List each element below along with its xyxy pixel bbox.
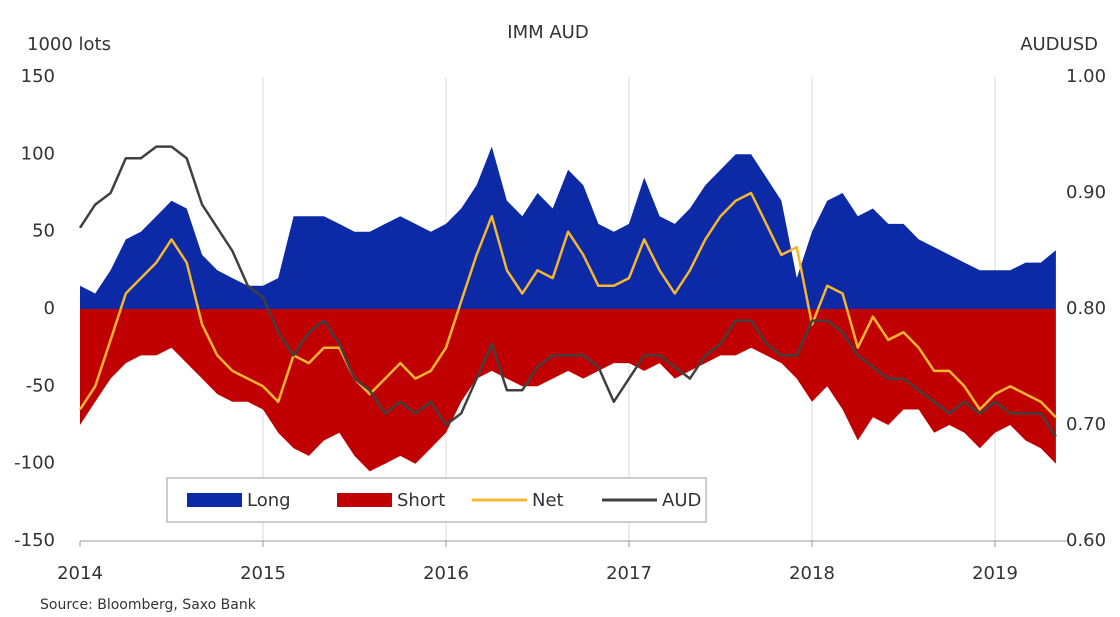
y2-tick-label: 0.80 [1066, 298, 1106, 319]
series-layer [78, 145, 1057, 472]
y2-tick-label: 0.70 [1066, 414, 1106, 435]
y-tick-label: 50 [32, 221, 55, 242]
legend-label: Net [532, 490, 564, 511]
legend-label: Short [397, 490, 445, 511]
y-tick-label: -50 [26, 375, 55, 396]
line [78, 191, 1057, 419]
area [80, 146, 1056, 309]
y-tick-label: 100 [21, 143, 55, 164]
source: Source: Bloomberg, Saxo Bank [40, 597, 257, 613]
y2-axis-label: AUDUSD [1020, 34, 1098, 55]
legend-swatch [337, 493, 392, 507]
y-tick-label: -100 [14, 453, 55, 474]
x-tick-label: 2016 [423, 563, 469, 584]
x-tick-label: 2018 [789, 563, 835, 584]
x-tick-label: 2017 [606, 563, 652, 584]
line [78, 145, 1057, 438]
y2-tick-label: 1.00 [1066, 66, 1106, 87]
y2-tick-label: 0.60 [1066, 530, 1106, 551]
y-tick-label: 0 [44, 298, 55, 319]
y-tick-label: -150 [14, 530, 55, 551]
x-tick-label: 2015 [240, 563, 286, 584]
chart-title: IMM AUD [507, 22, 588, 43]
legend-label: AUD [662, 490, 701, 511]
y-axis-label: 1000 lots [27, 34, 111, 55]
y2-tick-label: 0.90 [1066, 182, 1106, 203]
legend-label: Long [247, 490, 291, 511]
legend-swatch [187, 493, 242, 507]
area [80, 309, 1056, 472]
x-tick-label: 2019 [972, 563, 1018, 584]
y-tick-label: 150 [21, 66, 55, 87]
x-tick-label: 2014 [57, 563, 103, 584]
